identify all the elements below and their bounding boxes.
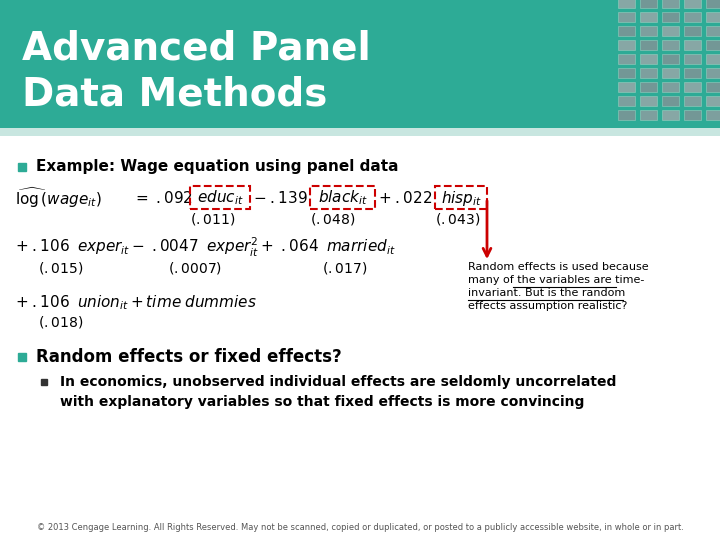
Bar [435,186,487,209]
Bar [618,40,635,50]
Bar [310,186,375,209]
Text: effects assumption realistic?: effects assumption realistic? [468,301,627,311]
Text: $(.043)$: $(.043)$ [435,211,480,227]
Text: $hisp_{it}$: $hisp_{it}$ [441,188,482,207]
Text: $(.015)$: $(.015)$ [38,260,84,276]
Bar [706,54,720,64]
Bar [706,40,720,50]
Bar [618,96,635,106]
Bar [706,82,720,92]
Bar [618,0,635,8]
Bar [190,186,250,209]
Bar [684,26,701,36]
Bar [706,68,720,78]
Bar [684,96,701,106]
Text: $+\; .106\;\; union_{it} + time\; dummies$: $+\; .106\;\; union_{it} + time\; dummie… [15,294,257,312]
Bar [662,54,679,64]
Text: Random effects is used because: Random effects is used because [468,262,649,272]
Bar [0,0,720,128]
Text: Random effects or fixed effects?: Random effects or fixed effects? [36,348,342,366]
Bar [684,40,701,50]
Bar [662,96,679,106]
Bar [684,110,701,120]
Bar [662,110,679,120]
Bar [640,26,657,36]
Bar [684,82,701,92]
Text: $-\; .139$: $-\; .139$ [253,190,307,206]
Bar [618,12,635,22]
Bar [640,40,657,50]
Bar [706,0,720,8]
Bar [684,68,701,78]
Bar [618,82,635,92]
Bar [618,68,635,78]
Bar [0,128,720,136]
Text: In economics, unobserved individual effects are seldomly uncorrelated: In economics, unobserved individual effe… [60,375,616,389]
Text: with explanatory variables so that fixed effects is more convincing: with explanatory variables so that fixed… [60,395,585,409]
Text: $(.018)$: $(.018)$ [38,314,84,330]
Bar [706,26,720,36]
Bar [662,82,679,92]
Bar [662,0,679,8]
Bar [640,68,657,78]
Bar [684,0,701,8]
Bar [640,82,657,92]
Text: $+\; .022$: $+\; .022$ [378,190,432,206]
Text: many of the variables are time-: many of the variables are time- [468,275,644,285]
Bar [662,40,679,50]
Bar [618,110,635,120]
Bar [662,68,679,78]
Text: © 2013 Cengage Learning. All Rights Reserved. May not be scanned, copied or dupl: © 2013 Cengage Learning. All Rights Rese… [37,523,683,532]
Bar [640,0,657,8]
Text: $(.048)$: $(.048)$ [310,211,355,227]
Bar [618,54,635,64]
Bar [640,110,657,120]
Text: $\widehat{\log}(wage_{it})$: $\widehat{\log}(wage_{it})$ [15,186,102,210]
Text: Example: Wage equation using panel data: Example: Wage equation using panel data [36,159,398,174]
Bar [618,26,635,36]
Text: $black_{it}$: $black_{it}$ [318,188,368,207]
Text: $educ_{it}$: $educ_{it}$ [197,188,243,207]
Bar [662,26,679,36]
FancyArrowPatch shape [483,201,491,256]
Bar [640,96,657,106]
Bar [684,54,701,64]
Text: $(.011)$: $(.011)$ [190,211,235,227]
Text: Advanced Panel
Data Methods: Advanced Panel Data Methods [22,30,371,113]
Bar [706,110,720,120]
Text: invariant. But is the random: invariant. But is the random [468,288,625,298]
Bar [662,12,679,22]
Text: $(.017)$: $(.017)$ [322,260,367,276]
Bar [706,96,720,106]
Text: $+\; .106\;\; exper_{it} -\; .0047\;\; exper_{it}^{2} +\; .064\;\; married_{it}$: $+\; .106\;\; exper_{it} -\; .0047\;\; e… [15,235,395,259]
Text: $= \; .092$: $= \; .092$ [133,190,193,206]
Bar [684,12,701,22]
Bar [640,12,657,22]
Bar [640,54,657,64]
Bar [706,12,720,22]
Text: $(.0007)$: $(.0007)$ [168,260,222,276]
